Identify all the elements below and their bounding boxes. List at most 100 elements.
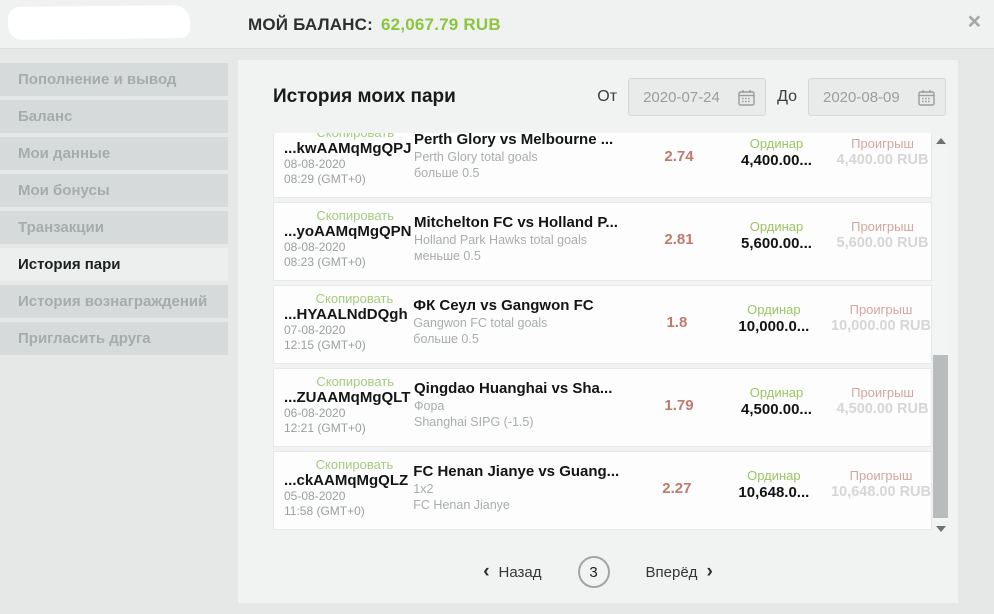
payout-value: 4,400.00 RUB xyxy=(836,152,929,168)
result-cell: Проигрыш 4,400.00 RUB xyxy=(834,133,931,197)
match-cell: ФК Сеул vs Gangwon FC Gangwon FC total g… xyxy=(413,286,637,363)
match-cell: FC Henan Jianye vs Guang... 1x2 FC Henan… xyxy=(413,452,637,529)
sidebar-item-my-data[interactable]: Мои данные xyxy=(0,137,228,170)
match-title: FC Henan Jianye vs Guang... xyxy=(413,463,620,480)
payout-value: 10,000.00 RUB xyxy=(831,318,931,334)
sidebar-item-balance[interactable]: Баланс xyxy=(0,100,228,133)
bet-id-cell: Скопировать ...kwAAMqMgQPJ 08-08-2020 08… xyxy=(274,133,414,197)
match-title: Qingdao Huanghai vs Sha... xyxy=(414,380,613,397)
result-cell: Проигрыш 5,600.00 RUB xyxy=(834,203,931,280)
result-label: Проигрыш xyxy=(849,468,913,483)
odds-value: 2.27 xyxy=(662,480,692,497)
sidebar-item-rewards-history[interactable]: История вознаграждений xyxy=(0,285,228,318)
bet-type-cell: Ординар 10,648.0... xyxy=(717,452,831,529)
odds-value: 1.8 xyxy=(666,314,688,331)
selection-detail: Shanghai SIPG (-1.5) xyxy=(414,415,534,429)
bet-id: ...ckAAMqMgQLZ xyxy=(284,472,409,489)
bet-date: 08-08-2020 xyxy=(284,157,346,171)
result-label: Проигрыш xyxy=(851,385,914,400)
sidebar-item-bet-history[interactable]: История пари xyxy=(0,248,228,281)
payout-value: 4,500.00 RUB xyxy=(836,401,929,417)
bet-time: 08:29 (GMT+0) xyxy=(284,172,366,186)
copy-link[interactable]: Скопировать xyxy=(315,291,394,306)
bet-date: 07-08-2020 xyxy=(284,323,346,337)
bet-time: 12:21 (GMT+0) xyxy=(284,421,366,435)
selection-detail: больше 0.5 xyxy=(413,332,479,346)
bet-list-viewport: Скопировать ...kwAAMqMgQPJ 08-08-2020 08… xyxy=(273,133,932,537)
next-page-button[interactable]: Вперёд › xyxy=(645,562,713,582)
calendar-icon[interactable] xyxy=(738,89,755,106)
market-detail: Gangwon FC total goals xyxy=(413,316,548,330)
bet-type-label: Ординар xyxy=(747,302,801,317)
selection-detail: FC Henan Jianye xyxy=(413,498,510,512)
stake-value: 4,400.00... xyxy=(741,152,812,169)
copy-link[interactable]: Скопировать xyxy=(316,208,394,223)
scrollbar-thumb[interactable] xyxy=(933,355,948,518)
odds-value: 1.79 xyxy=(664,397,694,414)
sidebar: Пополнение и вывод Баланс Мои данные Мои… xyxy=(0,63,228,359)
close-icon[interactable]: × xyxy=(967,8,981,34)
result-cell: Проигрыш 10,648.00 RUB xyxy=(831,452,931,529)
copy-link[interactable]: Скопировать xyxy=(315,457,394,472)
odds-value: 2.81 xyxy=(664,231,694,248)
balance-label: МОЙ БАЛАНС: xyxy=(248,14,374,34)
scroll-up-icon[interactable] xyxy=(932,133,949,149)
market-detail: Фора xyxy=(414,399,445,413)
result-label: Проигрыш xyxy=(851,219,914,234)
selection-detail: больше 0.5 xyxy=(414,166,480,180)
match-cell: Mitchelton FC vs Holland P... Holland Pa… xyxy=(414,203,639,280)
scrollbar xyxy=(932,133,949,537)
stake-value: 5,600.00... xyxy=(741,235,812,252)
sidebar-item-invite-friend[interactable]: Пригласить друга xyxy=(0,322,228,355)
bet-type-cell: Ординар 10,000.0... xyxy=(717,286,831,363)
date-to-input[interactable]: 2020-08-09 xyxy=(808,78,946,116)
bet-time: 12:15 (GMT+0) xyxy=(284,338,366,352)
sidebar-item-transactions[interactable]: Транзакции xyxy=(0,211,228,244)
date-filters: От 2020-07-24 До 2020-08-09 xyxy=(597,78,946,116)
bet-type-cell: Ординар 4,400.00... xyxy=(719,133,834,197)
result-cell: Проигрыш 10,000.00 RUB xyxy=(831,286,931,363)
market-detail: Holland Park Hawks total goals xyxy=(414,233,587,247)
bet-id: ...HYAALNdDQgh xyxy=(284,306,408,323)
bet-date: 08-08-2020 xyxy=(284,240,346,254)
copy-link[interactable]: Скопировать xyxy=(316,374,394,389)
calendar-icon[interactable] xyxy=(918,89,935,106)
stake-value: 10,000.0... xyxy=(738,318,810,335)
market-detail: 1x2 xyxy=(413,482,434,496)
stake-value: 10,648.0... xyxy=(738,484,810,501)
copy-link[interactable]: Скопировать xyxy=(284,133,414,140)
bet-id: ...kwAAMqMgQPJ xyxy=(284,140,412,157)
date-to-label: До xyxy=(777,88,797,105)
bet-list: Скопировать ...kwAAMqMgQPJ 08-08-2020 08… xyxy=(273,133,932,530)
page-title: История моих пари xyxy=(273,86,456,107)
bet-id: ...ZUAAMqMgQLT xyxy=(284,389,411,406)
result-label: Проигрыш xyxy=(851,136,914,151)
bet-type-label: Ординар xyxy=(749,136,804,151)
bet-row: Скопировать ...kwAAMqMgQPJ 08-08-2020 08… xyxy=(273,133,932,198)
stake-value: 4,500.00... xyxy=(741,401,812,418)
prev-page-label: Назад xyxy=(498,563,542,581)
bet-id: ...yoAAMqMgQPN xyxy=(284,223,412,240)
sidebar-item-my-bonuses[interactable]: Мои бонусы xyxy=(0,174,228,207)
bet-id-cell: Скопировать ...ckAAMqMgQLZ 05-08-2020 11… xyxy=(274,452,413,529)
scroll-down-icon[interactable] xyxy=(932,521,949,537)
topbar: МОЙ БАЛАНС: 62,067.79 RUB × xyxy=(0,0,994,49)
sidebar-item-deposit-withdraw[interactable]: Пополнение и вывод xyxy=(0,63,228,96)
prev-page-button[interactable]: ‹ Назад xyxy=(483,562,542,582)
current-page-badge[interactable]: 3 xyxy=(577,556,610,588)
date-to-value: 2020-08-09 xyxy=(823,88,900,106)
payout-value: 10,648.00 RUB xyxy=(831,484,931,500)
market-detail: Perth Glory total goals xyxy=(414,150,538,164)
date-from-input[interactable]: 2020-07-24 xyxy=(628,78,767,116)
bet-type-cell: Ординар 5,600.00... xyxy=(719,203,834,280)
odds-value: 2.74 xyxy=(664,148,694,165)
bet-time: 08:23 (GMT+0) xyxy=(284,255,366,269)
date-from-value: 2020-07-24 xyxy=(643,88,720,106)
bet-date: 06-08-2020 xyxy=(284,406,346,420)
bet-id-cell: Скопировать ...ZUAAMqMgQLT 06-08-2020 12… xyxy=(274,369,414,446)
balance-value: 62,067.79 RUB xyxy=(381,14,501,34)
bet-type-label: Ординар xyxy=(747,468,801,483)
next-page-label: Вперёд xyxy=(645,563,698,581)
bet-type-label: Ординар xyxy=(749,385,804,400)
